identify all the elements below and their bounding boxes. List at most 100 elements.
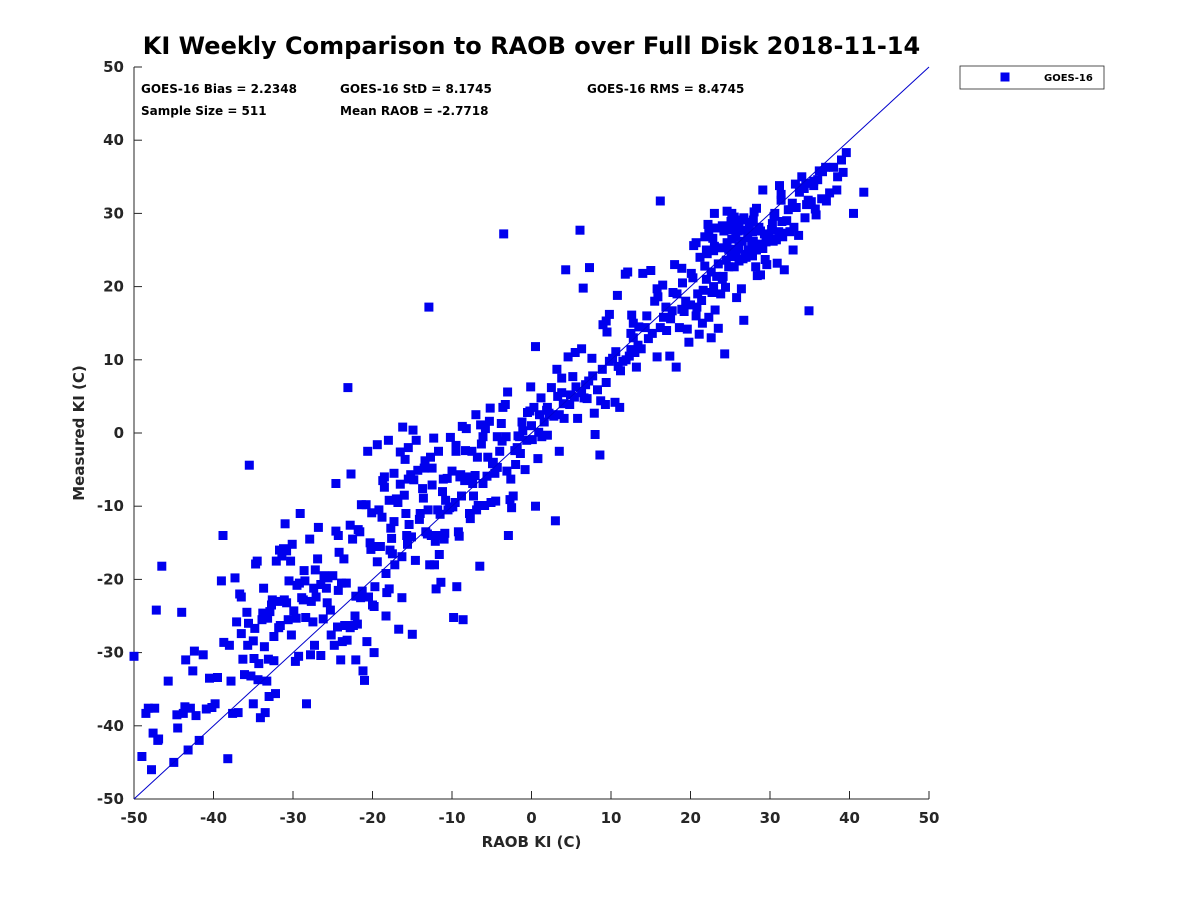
data-point <box>563 352 573 362</box>
data-point <box>767 225 777 234</box>
data-point <box>395 479 405 489</box>
data-point <box>546 383 556 393</box>
data-point <box>457 491 466 501</box>
data-point <box>181 655 191 665</box>
data-point <box>410 555 420 565</box>
data-point <box>621 355 631 365</box>
data-point <box>510 446 520 456</box>
data-point <box>219 637 229 647</box>
data-point <box>352 619 362 629</box>
data-point <box>849 208 858 218</box>
data-point <box>480 501 490 510</box>
data-point <box>399 490 409 500</box>
data-point <box>254 659 264 669</box>
data-point <box>407 532 416 542</box>
data-point <box>472 452 482 462</box>
data-point <box>684 337 694 347</box>
data-point <box>151 605 161 615</box>
data-point <box>337 637 347 647</box>
data-point <box>838 167 848 177</box>
data-point <box>469 491 478 501</box>
data-point <box>613 361 623 371</box>
x-tick-label: 10 <box>601 809 622 827</box>
data-point <box>470 471 480 480</box>
data-point <box>722 206 732 216</box>
data-point <box>678 278 687 288</box>
data-point <box>700 232 710 242</box>
data-point <box>484 416 494 426</box>
data-point <box>726 217 736 226</box>
data-point <box>232 617 242 627</box>
data-point <box>694 329 704 339</box>
data-point <box>356 500 366 510</box>
data-point <box>172 710 182 720</box>
x-tick-label: 20 <box>680 809 701 827</box>
data-point <box>511 460 521 469</box>
data-point <box>478 479 488 488</box>
data-point <box>829 162 839 172</box>
data-point <box>306 650 315 660</box>
data-point <box>313 554 323 564</box>
data-point <box>418 484 428 494</box>
data-point <box>224 640 234 650</box>
data-point <box>703 219 713 229</box>
data-point <box>700 261 710 271</box>
data-point <box>287 539 297 549</box>
data-point <box>143 703 153 713</box>
data-point <box>306 596 316 606</box>
data-point <box>732 293 742 303</box>
data-point <box>570 348 580 357</box>
data-point <box>760 255 770 264</box>
data-point <box>411 435 421 445</box>
data-point <box>490 468 500 478</box>
data-point <box>841 148 851 158</box>
data-point <box>425 560 435 570</box>
data-point <box>662 326 672 335</box>
data-point <box>419 463 429 473</box>
data-point <box>461 446 470 456</box>
data-point <box>427 480 437 490</box>
data-point <box>708 233 718 243</box>
data-point <box>309 583 319 593</box>
data-point <box>568 372 578 382</box>
data-point <box>226 676 236 686</box>
data-point <box>340 621 350 630</box>
x-tick-label: 50 <box>919 809 940 827</box>
y-tick-label: -30 <box>97 644 124 662</box>
data-point <box>277 551 287 561</box>
data-point <box>486 498 496 507</box>
data-point <box>343 383 353 393</box>
data-point <box>590 430 600 439</box>
data-point <box>602 327 612 337</box>
x-tick-label: -30 <box>279 809 306 827</box>
data-point <box>456 470 466 480</box>
data-point <box>386 523 396 533</box>
data-point <box>492 432 502 442</box>
data-point <box>476 420 486 430</box>
data-point <box>389 517 399 527</box>
data-point <box>390 560 400 570</box>
data-point <box>150 703 160 713</box>
data-point <box>333 622 342 632</box>
data-point <box>552 364 562 374</box>
data-point <box>500 400 510 409</box>
data-point <box>351 591 361 601</box>
data-point <box>658 280 668 290</box>
data-point <box>704 312 714 322</box>
data-point <box>801 178 811 188</box>
data-point <box>758 244 768 253</box>
data-point <box>311 592 321 602</box>
data-point <box>833 172 843 182</box>
data-point <box>697 318 707 328</box>
data-points <box>129 148 869 775</box>
data-point <box>596 396 606 406</box>
data-point <box>752 271 762 281</box>
data-point <box>768 236 778 246</box>
data-point <box>677 263 687 273</box>
data-point <box>478 432 488 442</box>
data-point <box>797 172 807 182</box>
data-point <box>440 528 450 538</box>
data-point <box>758 185 768 195</box>
data-point <box>269 656 279 666</box>
data-point <box>382 588 392 598</box>
